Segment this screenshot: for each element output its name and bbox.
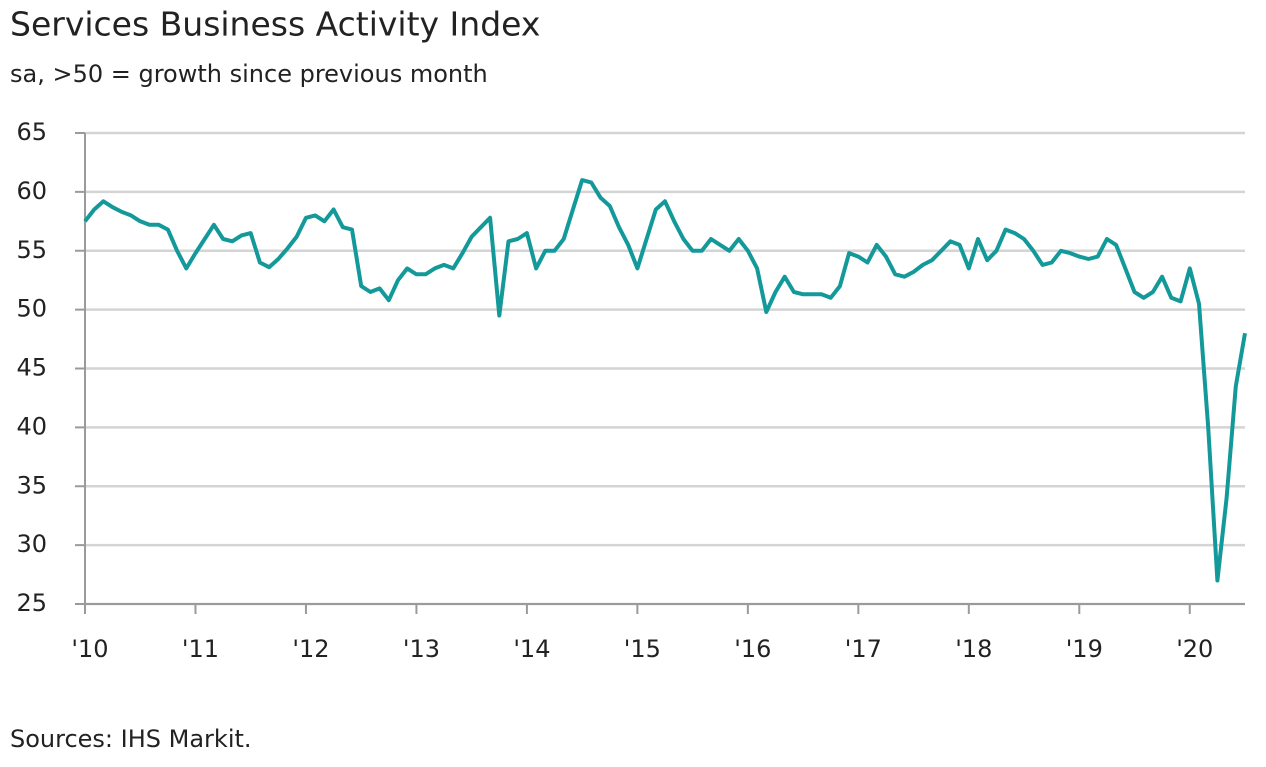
x-tick-label: '20 (1176, 635, 1213, 663)
chart-title: Services Business Activity Index (10, 5, 540, 44)
x-tick-label: '14 (513, 635, 550, 663)
x-tick-label: '10 (71, 635, 108, 663)
source-note: Sources: IHS Markit. (10, 725, 252, 753)
y-tick-label: 25 (16, 589, 47, 617)
x-tick-label: '11 (182, 635, 219, 663)
y-tick-label: 50 (16, 295, 47, 323)
x-tick-label: '16 (734, 635, 771, 663)
x-tick-label: '17 (845, 635, 882, 663)
x-tick-label: '12 (292, 635, 329, 663)
y-tick-label: 60 (16, 177, 47, 205)
chart-subtitle: sa, >50 = growth since previous month (10, 60, 488, 88)
y-tick-label: 55 (16, 236, 47, 264)
y-tick-label: 65 (16, 118, 47, 146)
x-tick-label: '13 (403, 635, 440, 663)
x-tick-label: '15 (624, 635, 661, 663)
x-tick-label: '18 (955, 635, 992, 663)
data-line (83, 178, 1247, 583)
x-tick-label: '19 (1066, 635, 1103, 663)
y-tick-label: 40 (16, 412, 47, 440)
y-tick-label: 45 (16, 354, 47, 382)
y-tick-label: 35 (16, 471, 47, 499)
y-tick-label: 30 (16, 530, 47, 558)
